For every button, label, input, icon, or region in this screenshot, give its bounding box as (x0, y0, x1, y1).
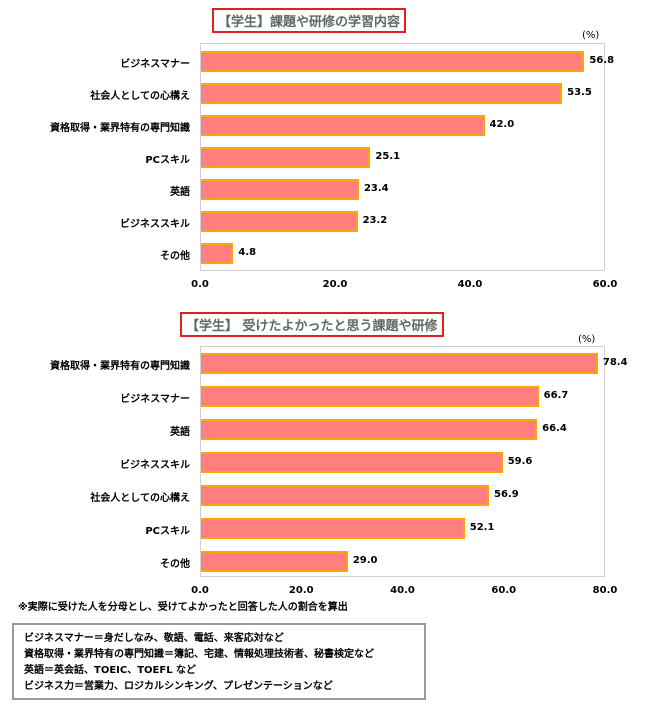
category-label: ビジネスマナー (120, 59, 190, 70)
data-label: 29.0 (352, 555, 378, 566)
bar (201, 51, 585, 72)
data-label: 42.0 (489, 119, 515, 130)
definitions-box: ビジネスマナー＝身だしなみ、敬語、電話、来客応対など 資格取得・業界特有の専門知… (12, 623, 426, 700)
category-label: 英語 (170, 427, 190, 438)
chart1-title: 【学生】課題や研修の学習内容 (212, 8, 407, 33)
category-label: 社会人としての心構え (90, 91, 190, 102)
bar (201, 211, 358, 232)
bar (201, 179, 359, 200)
x-tick-label: 40.0 (390, 585, 415, 596)
chart2-plot-area (200, 346, 605, 577)
data-label: 66.4 (542, 423, 567, 434)
bar (201, 551, 348, 572)
bar (201, 485, 490, 506)
x-tick-label: 20.0 (288, 585, 314, 596)
data-label: 53.5 (567, 87, 592, 98)
footnote: ※実際に受けた人を分母とし、受けてよかったと回答した人の割合を算出 (18, 602, 348, 613)
category-label: 英語 (170, 187, 190, 198)
category-label: 資格取得・業界特有の専門知識 (50, 123, 190, 134)
chart2-title: 【学生】 受けたよかったと思う課題や研修 (180, 312, 444, 337)
data-label: 66.7 (543, 390, 569, 401)
category-label: その他 (160, 251, 190, 262)
category-label: その他 (160, 559, 190, 570)
data-label: 56.9 (494, 489, 519, 500)
bar (201, 452, 503, 473)
definition-line: 英語＝英会話、TOEIC、TOEFL など (24, 665, 197, 676)
category-label: PCスキル (145, 155, 190, 166)
x-tick-label: 40.0 (457, 279, 483, 290)
definition-line: ビジネスマナー＝身だしなみ、敬語、電話、来客応対など (24, 633, 284, 644)
bar (201, 419, 538, 440)
chart1-plot-area (200, 43, 605, 271)
data-label: 23.4 (363, 183, 389, 194)
category-label: PCスキル (145, 526, 190, 537)
bar (201, 353, 598, 374)
chart1-unit: (%) (582, 30, 600, 41)
definition-line: ビジネス力＝営業力、ロジカルシンキング、プレゼンテーションなど (24, 681, 333, 692)
bar (201, 386, 539, 407)
x-tick-label: 0.0 (191, 585, 209, 596)
chart2-unit: (%) (578, 334, 596, 345)
bar (201, 518, 465, 539)
x-tick-label: 20.0 (322, 279, 348, 290)
category-label: ビジネススキル (120, 219, 190, 230)
bar (201, 243, 234, 264)
definition-line: 資格取得・業界特有の専門知識＝簿記、宅建、情報処理技術者、秘書検定など (24, 649, 374, 660)
data-label: 56.8 (589, 55, 615, 66)
data-label: 59.6 (507, 456, 533, 467)
data-label: 4.8 (238, 247, 257, 258)
x-tick-label: 60.0 (491, 585, 517, 596)
bar (201, 83, 563, 104)
x-tick-label: 60.0 (592, 279, 618, 290)
bar (201, 115, 485, 136)
bar (201, 147, 371, 168)
category-label: ビジネスマナー (120, 394, 190, 405)
category-label: 社会人としての心構え (90, 493, 190, 504)
x-tick-label: 0.0 (191, 279, 209, 290)
x-tick-label: 80.0 (592, 585, 618, 596)
category-label: 資格取得・業界特有の専門知識 (50, 361, 190, 372)
data-label: 78.4 (602, 357, 628, 368)
category-label: ビジネススキル (120, 460, 190, 471)
data-label: 23.2 (362, 215, 388, 226)
data-label: 52.1 (469, 522, 495, 533)
data-label: 25.1 (375, 151, 401, 162)
